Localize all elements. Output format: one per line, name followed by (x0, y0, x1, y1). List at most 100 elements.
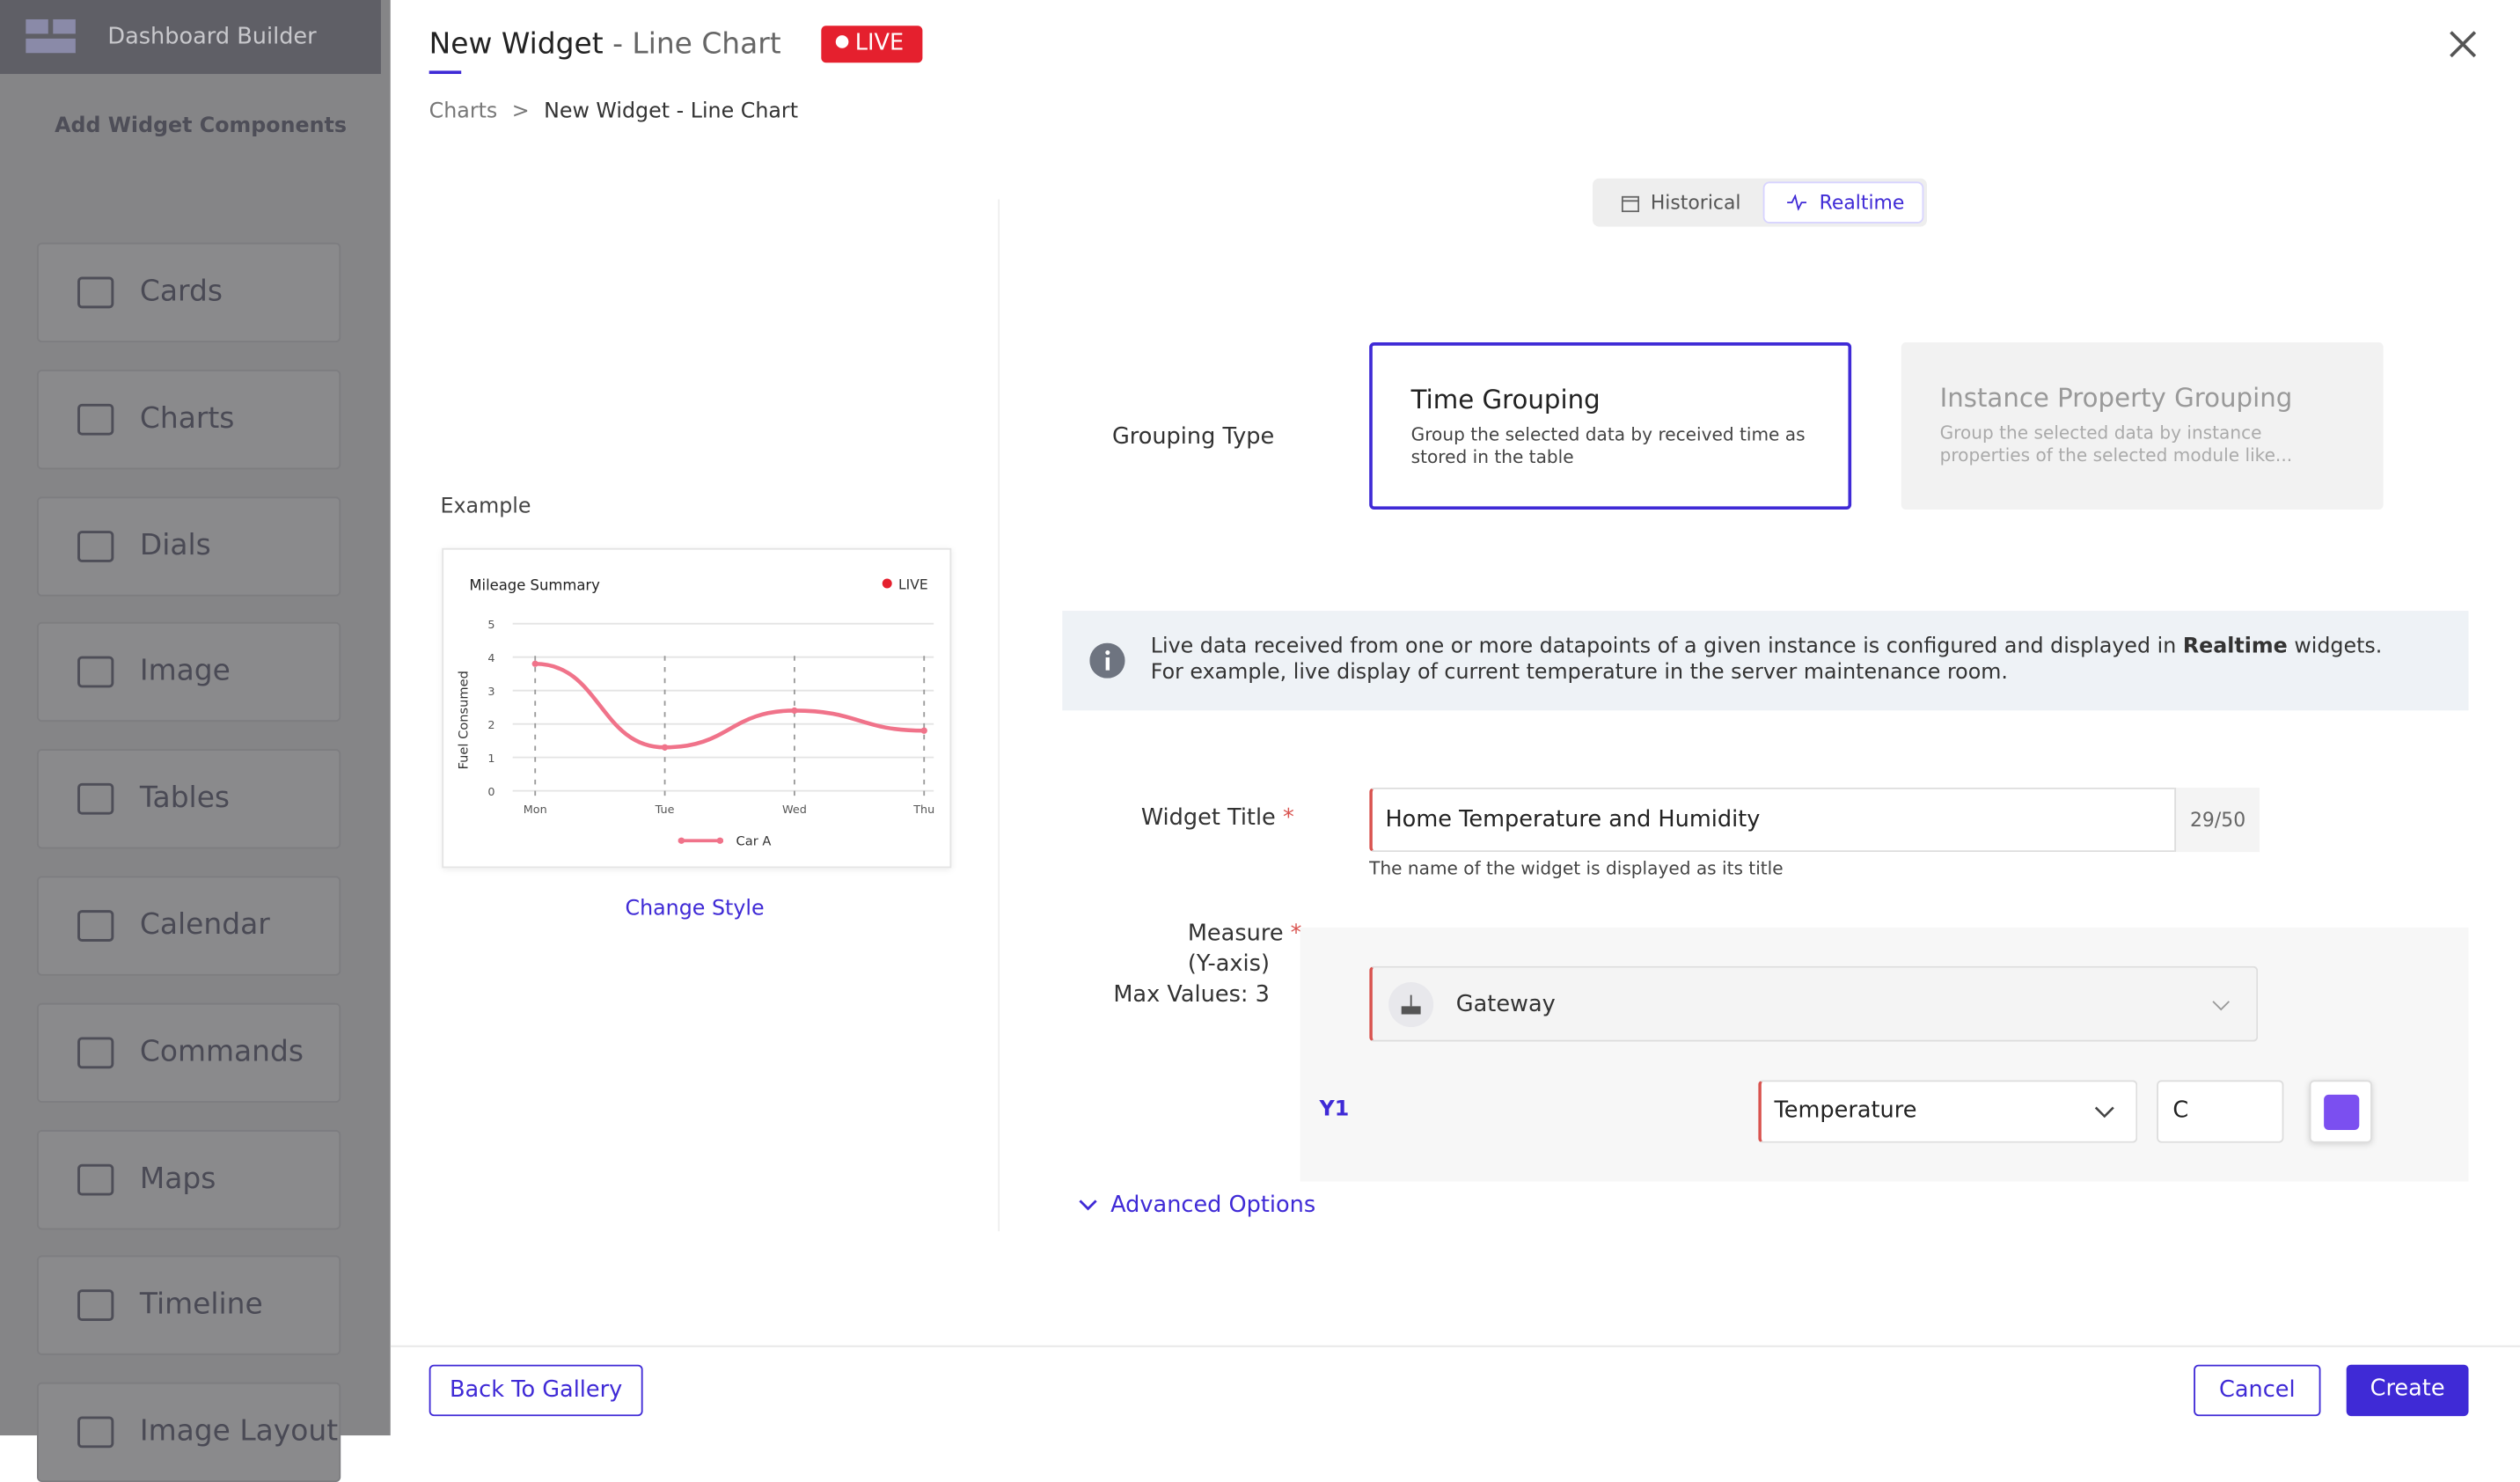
series-line (535, 661, 925, 750)
item-icon (77, 403, 114, 436)
option-description: Group the selected data by received time… (1410, 424, 1806, 468)
item-label: Timeline (139, 1288, 263, 1323)
point (920, 727, 927, 734)
point (531, 660, 538, 667)
item-icon (77, 1037, 114, 1068)
sub-label: (Y-axis) (1187, 951, 1270, 978)
label: Widget Title (1140, 805, 1276, 832)
y-tick-label: 0 (487, 786, 494, 799)
info-box: Live data received from one or more data… (1062, 611, 2469, 711)
item-label: Charts (139, 401, 235, 436)
create-button[interactable]: Create (2346, 1364, 2469, 1417)
chevron-down (2094, 1106, 2114, 1119)
sidebar-item[interactable]: Cards (37, 242, 341, 343)
close-button[interactable] (2450, 31, 2477, 58)
y-axis-label: Fuel Consumed (457, 671, 472, 769)
y-tick-label: 4 (487, 652, 494, 665)
widget-title-input[interactable]: Home Temperature and Humidity 29/50 (1369, 787, 2260, 853)
item-icon (77, 1163, 114, 1195)
sidebar-item[interactable]: Calendar (37, 876, 341, 976)
live-badge: LIVE (821, 26, 923, 63)
sidebar-item[interactable]: Tables (37, 749, 341, 849)
change-style-link[interactable]: Change Style (625, 897, 765, 921)
title-underline (429, 70, 462, 75)
item-icon (77, 657, 114, 689)
example-chart: Mileage Summary LIVE Fuel Consumed 0 1 2 3 4 5 Mo… (457, 576, 935, 848)
x-tick-label: Wed (782, 803, 807, 817)
unit-input[interactable]: C (2157, 1080, 2284, 1143)
live-text: LIVE (898, 576, 928, 592)
legend-dot (678, 837, 685, 844)
measure-panel: Gateway Y1 Temperature C (1300, 927, 2469, 1182)
sidebar-item[interactable]: Timeline (37, 1256, 341, 1356)
tab-historical[interactable]: Historical (1650, 191, 1741, 214)
y-tick-label: 3 (487, 686, 494, 699)
option-title: Time Grouping (1410, 384, 1601, 415)
item-label: Tables (139, 781, 231, 816)
live-dot (835, 35, 849, 48)
help-text: The name of the widget is displayed as i… (1369, 858, 1784, 880)
color-swatch (2324, 1094, 2360, 1131)
item-label: Cards (139, 275, 223, 309)
breadcrumb-separator: > (511, 99, 530, 124)
item-label: Commands (139, 1034, 304, 1069)
option-description: Group the selected data by instance prop… (1939, 422, 2293, 466)
gateway-icon (1388, 981, 1434, 1028)
grouping-option[interactable]: Instance Property Grouping Group the sel… (1901, 342, 2384, 510)
tab-realtime[interactable]: Realtime (1819, 191, 1905, 214)
max-values: Max Values: 3 (1113, 981, 1270, 1009)
sidebar-item[interactable]: Charts (37, 369, 341, 469)
required-mark: * (1282, 805, 1294, 832)
breadcrumb-current: New Widget - Line Chart (544, 99, 798, 124)
source-select[interactable]: Gateway (1369, 965, 2259, 1042)
measure-label: Measure * (Y-axis) Max Values: 3 (1097, 920, 1301, 1011)
info-icon (1089, 642, 1125, 679)
item-label: Maps (139, 1161, 216, 1196)
label: Measure (1187, 921, 1284, 947)
sidebar-item[interactable]: Commands (37, 1002, 341, 1103)
sidebar-item[interactable]: Maps (37, 1129, 341, 1229)
breadcrumb-link[interactable]: Charts (429, 99, 498, 124)
grouping-label: Grouping Type (1111, 424, 1275, 451)
item-icon (77, 910, 114, 942)
chevron-down (2212, 1001, 2231, 1011)
char-counter: 29/50 (2174, 787, 2260, 853)
sidebar-title: Dashboard Builder (107, 24, 317, 50)
sidebar-item[interactable]: Image Layout (37, 1383, 341, 1482)
sidebar-item[interactable]: Dials (37, 495, 341, 596)
grouping-option-selected[interactable]: Time Grouping Group the selected data by… (1369, 342, 1852, 510)
tab-group: Historical Realtime (1593, 178, 1927, 227)
title: New Widget (429, 27, 604, 62)
info-part: Live data received from one or more data… (1150, 635, 2183, 659)
x-tick-label: Mon (524, 803, 547, 817)
chart-title: Mileage Summary (469, 576, 600, 593)
info-text: Live data received from one or more data… (1151, 635, 2421, 686)
live-text: LIVE (854, 30, 905, 56)
modal-title: New Widget - Line Chart (429, 27, 781, 61)
cancel-button[interactable]: Cancel (2194, 1364, 2321, 1417)
sidebar-item[interactable]: Image (37, 622, 341, 723)
axis-label: Y1 (1319, 1097, 1350, 1122)
item-label: Calendar (139, 907, 270, 943)
title-suffix: - Line Chart (603, 27, 781, 62)
item-icon (77, 783, 114, 816)
sidebar: Dashboard Builder Add Widget Components … (0, 0, 391, 1482)
divider (998, 199, 1000, 1232)
field-select[interactable]: Temperature (1758, 1080, 2138, 1143)
item-label: Dials (139, 528, 211, 562)
input-value: C (2172, 1097, 2189, 1124)
advanced-options-link[interactable]: Advanced Options (1110, 1192, 1316, 1219)
example-card: Mileage Summary LIVE Fuel Consumed 0 1 2 3 4 5 Mo… (442, 547, 952, 869)
back-button[interactable]: Back To Gallery (429, 1364, 643, 1417)
legend-dot (716, 837, 723, 844)
option-title: Instance Property Grouping (1939, 382, 2293, 414)
footer-divider (390, 1345, 2520, 1347)
logo-icon (26, 18, 76, 54)
sidebar-header: Dashboard Builder (0, 0, 381, 75)
required-mark: * (1290, 921, 1302, 947)
color-picker[interactable] (2309, 1080, 2372, 1143)
item-icon (77, 530, 114, 562)
pulse-icon (1787, 194, 1806, 211)
item-icon (77, 1416, 114, 1449)
